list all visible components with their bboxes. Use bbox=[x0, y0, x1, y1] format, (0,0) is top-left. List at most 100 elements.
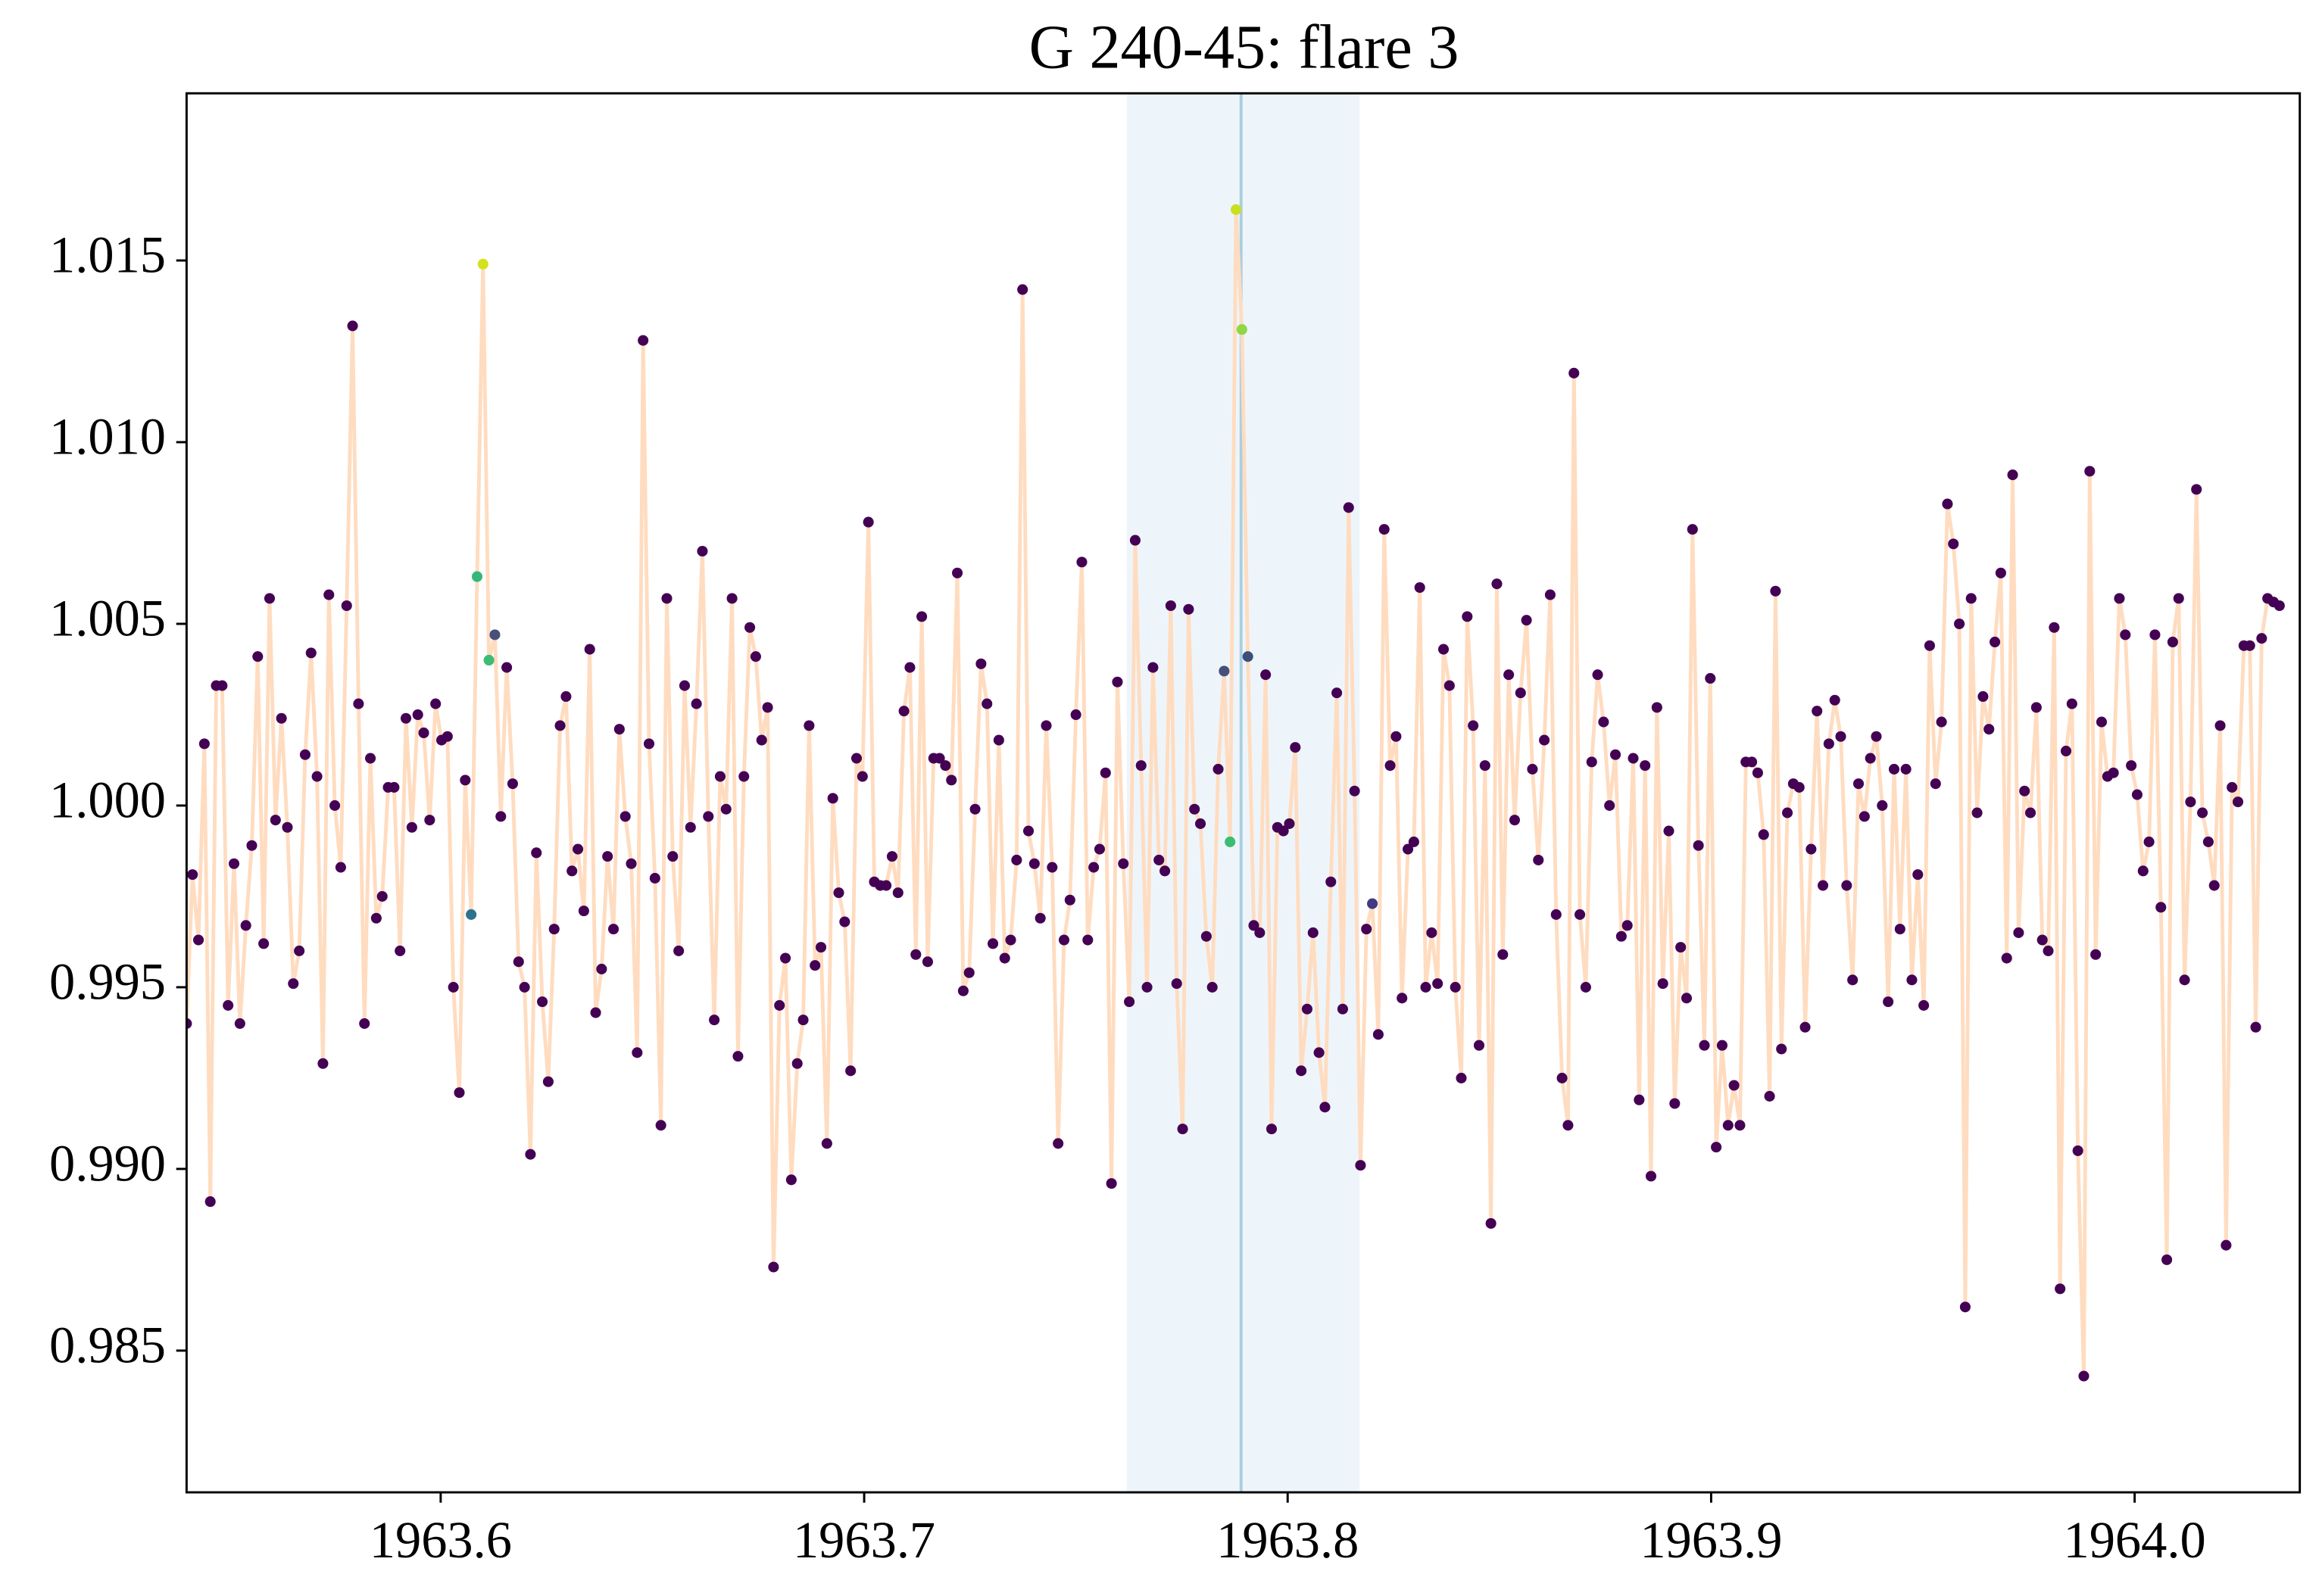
data-point bbox=[578, 906, 589, 917]
data-point bbox=[797, 1015, 809, 1026]
data-point bbox=[1278, 825, 1289, 837]
data-point bbox=[1663, 825, 1674, 837]
data-point bbox=[1189, 803, 1200, 815]
data-point bbox=[1634, 1094, 1645, 1105]
data-point bbox=[1711, 1142, 1722, 1153]
data-point bbox=[1722, 1120, 1734, 1131]
data-point bbox=[1936, 716, 1947, 728]
data-point bbox=[1206, 981, 1218, 993]
data-point bbox=[946, 775, 957, 786]
data-point bbox=[1165, 600, 1176, 612]
data-point bbox=[1094, 843, 1106, 855]
data-point bbox=[1343, 502, 1354, 513]
y-tick-label: 1.015 bbox=[49, 226, 166, 284]
data-point bbox=[542, 1076, 554, 1087]
data-point bbox=[1657, 978, 1668, 990]
data-point bbox=[1592, 669, 1603, 681]
data-point bbox=[2179, 974, 2190, 986]
data-point bbox=[1550, 909, 1562, 920]
data-point bbox=[916, 611, 928, 622]
data-point bbox=[329, 800, 341, 811]
data-point bbox=[815, 942, 827, 953]
data-point bbox=[1752, 767, 1763, 778]
data-point bbox=[454, 1087, 465, 1099]
data-point bbox=[2096, 716, 2108, 728]
data-point bbox=[590, 1007, 601, 1018]
data-point bbox=[1437, 644, 1450, 655]
data-point bbox=[2055, 1283, 2066, 1295]
data-point bbox=[1675, 942, 1687, 953]
data-point bbox=[1384, 760, 1396, 772]
data-point bbox=[827, 793, 838, 804]
data-point bbox=[1509, 815, 1520, 826]
data-point bbox=[406, 821, 417, 833]
data-point bbox=[1307, 927, 1319, 938]
data-point bbox=[2221, 1239, 2232, 1251]
data-point bbox=[2155, 902, 2167, 913]
data-point bbox=[2078, 1370, 2089, 1382]
data-point bbox=[400, 712, 412, 724]
axes-frame bbox=[185, 92, 2302, 1494]
data-point bbox=[952, 567, 963, 578]
data-point bbox=[2060, 745, 2072, 757]
data-point bbox=[1153, 854, 1165, 865]
data-point bbox=[1645, 1171, 1657, 1182]
data-point bbox=[531, 847, 542, 859]
data-point bbox=[1764, 1090, 1775, 1102]
data-point bbox=[513, 956, 524, 968]
data-point bbox=[1403, 843, 1414, 855]
data-point bbox=[791, 1058, 803, 1069]
data-point bbox=[240, 920, 251, 931]
data-point bbox=[821, 1138, 832, 1149]
data-point bbox=[2114, 593, 2125, 604]
data-point bbox=[804, 720, 815, 731]
data-point bbox=[596, 963, 607, 974]
data-point bbox=[1699, 1040, 1710, 1051]
data-point bbox=[1195, 818, 1206, 829]
data-point bbox=[1628, 753, 1639, 764]
data-point bbox=[2137, 865, 2149, 877]
data-point bbox=[1491, 578, 1503, 590]
data-point bbox=[679, 680, 691, 691]
data-point bbox=[2244, 640, 2255, 651]
data-point bbox=[1687, 524, 1698, 535]
data-point bbox=[750, 651, 761, 662]
data-point bbox=[1296, 1065, 1307, 1077]
data-point bbox=[1236, 324, 1247, 335]
data-point bbox=[720, 803, 732, 815]
data-point bbox=[993, 734, 1004, 746]
data-point bbox=[1462, 611, 1473, 622]
data-point bbox=[192, 934, 204, 946]
data-point bbox=[1859, 811, 1870, 822]
data-point bbox=[613, 724, 625, 735]
data-point bbox=[863, 516, 874, 528]
data-point bbox=[1367, 898, 1378, 909]
data-point bbox=[1681, 993, 1693, 1004]
data-point bbox=[223, 999, 234, 1011]
data-point bbox=[1823, 738, 1834, 750]
y-tick-label: 0.985 bbox=[49, 1317, 166, 1374]
data-point bbox=[1266, 1124, 1278, 1135]
data-point bbox=[1995, 567, 2006, 578]
x-tick-label: 1963.6 bbox=[370, 1511, 512, 1569]
y-tick-label: 1.010 bbox=[49, 408, 166, 466]
data-point bbox=[1290, 742, 1301, 753]
data-point bbox=[1575, 909, 1586, 920]
data-point bbox=[560, 690, 572, 703]
data-point bbox=[1580, 981, 1591, 993]
data-point bbox=[187, 869, 198, 881]
data-point bbox=[1805, 843, 1817, 855]
data-point bbox=[2090, 949, 2102, 960]
data-point bbox=[1793, 781, 1805, 793]
data-point bbox=[477, 258, 488, 270]
data-point bbox=[2143, 836, 2155, 847]
data-point bbox=[2108, 767, 2119, 778]
data-point bbox=[2167, 636, 2178, 648]
data-point bbox=[1088, 862, 1100, 873]
data-point bbox=[1521, 615, 1532, 626]
data-point bbox=[2013, 927, 2024, 938]
data-point bbox=[217, 680, 228, 691]
data-point bbox=[638, 335, 649, 346]
data-point bbox=[1847, 974, 1859, 986]
data-point bbox=[1977, 690, 1989, 703]
